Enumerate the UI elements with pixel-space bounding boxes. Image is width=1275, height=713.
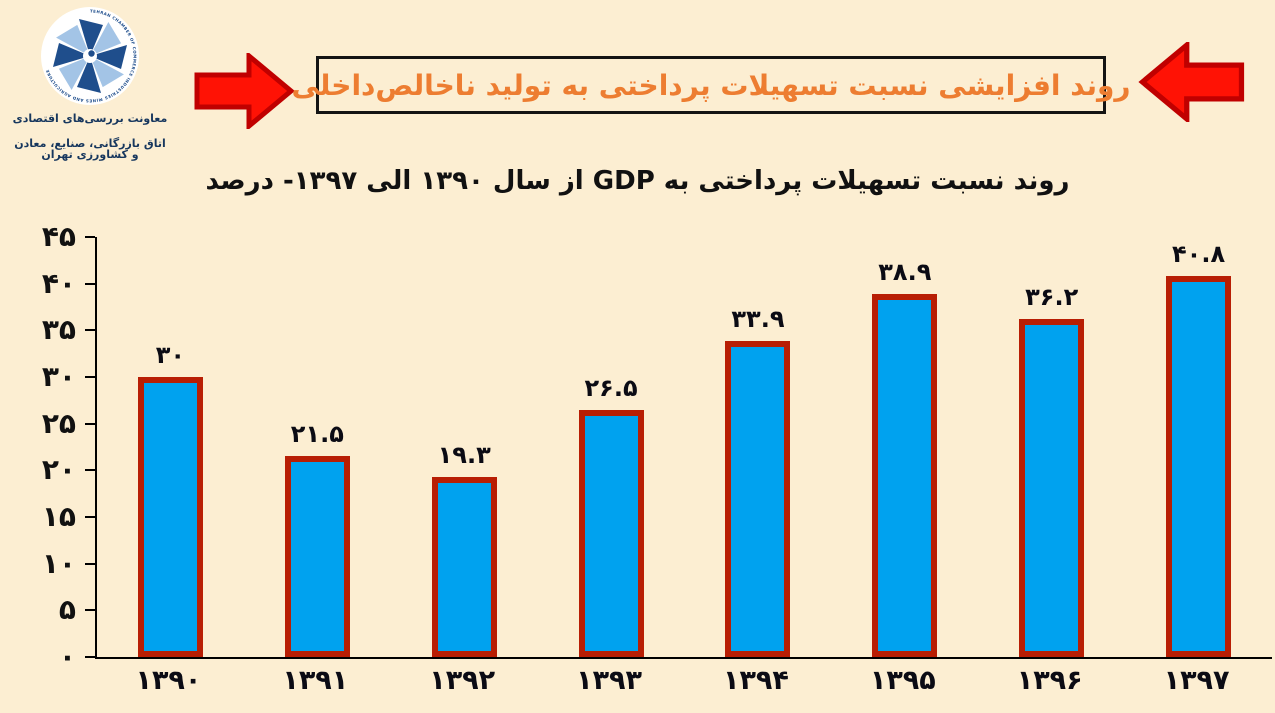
y-axis-tick [85,516,95,518]
bar [137,377,203,657]
y-axis-labels: ۴۵ ۴۰ ۳۵ ۳۰ ۲۵ ۲۰ ۱۵ ۱۰ ۵ ۰ [0,220,76,673]
bar-chart: ۴۵ ۴۰ ۳۵ ۳۰ ۲۵ ۲۰ ۱۵ ۱۰ ۵ ۰ ۳۰ ۲۱.۵ ۱۹.۳ ۲۶.۵ ۳۳.۹ ۳۸.… [0,220,1275,707]
bar-value-label: ۲۱.۵ [290,420,344,449]
y-axis-tick-label: ۱۰ [41,546,76,580]
arrow-left-icon [1138,42,1245,122]
bar-value-label: ۲۶.۵ [584,373,638,402]
x-axis-tick-label: ۱۳۹۳ [576,665,643,696]
y-axis-tick [85,609,95,612]
y-axis-ticks [85,236,95,658]
x-axis-tick-label: ۱۳۹۷ [1163,665,1230,696]
logo: TEHRAN CHAMBER OF COMMERCE INDUSTRIES MI… [12,6,168,161]
y-axis-tick-label: ۴۵ [41,220,76,253]
x-axis-labels: ۱۳۹۰ ۱۳۹۱ ۱۳۹۲ ۱۳۹۳ ۱۳۹۴ ۱۳۹۵ ۱۳۹۶ ۱۳۹۷ [95,661,1270,705]
bar-value-label: ۴۰.۸ [1172,240,1226,269]
bar [1019,319,1085,657]
y-axis-tick [85,656,95,658]
slide-title: روند افزایشی نسبت تسهیلات پرداختی به تول… [291,68,1131,102]
y-axis-tick [85,469,95,472]
bar-value-label: ۱۹.۳ [437,440,491,469]
logo-caption-line-1: معاونت بررسی‌های اقتصادی [12,112,168,125]
x-axis-tick-label: ۱۳۹۵ [869,665,936,696]
arrow-right-icon [194,53,294,129]
bar [725,340,791,657]
y-axis-tick-label: ۲۵ [41,406,76,440]
y-axis-tick-label: ۴۰ [41,266,76,300]
bar-value-label: ۳۸.۹ [878,257,932,286]
x-axis-tick-label: ۱۳۹۱ [282,665,349,696]
y-axis-tick-label: ۵ [58,593,76,627]
bar [872,293,938,657]
bar [578,409,644,657]
x-axis-tick-label: ۱۳۹۲ [429,665,496,696]
x-axis-tick-label: ۱۳۹۰ [135,665,202,696]
bar-value-label: ۳۳.۹ [731,304,785,333]
chamber-logo-icon: TEHRAN CHAMBER OF COMMERCE INDUSTRIES MI… [41,7,139,105]
y-axis-tick-label: ۳۰ [41,360,76,393]
bar-value-label: ۳۰ [155,341,186,369]
bar [284,456,350,657]
y-axis-tick [85,236,95,238]
title-box: روند افزایشی نسبت تسهیلات پرداختی به تول… [292,56,1130,114]
x-axis-tick-label: ۱۳۹۶ [1016,665,1083,696]
y-axis-tick [85,422,95,425]
logo-caption-line-2: اتاق بازرگانی، صنایع، معادن و کشاورزی ته… [14,136,166,162]
plot-area: ۳۰ ۲۱.۵ ۱۹.۳ ۲۶.۵ ۳۳.۹ ۳۸.۹ ۳۶.۲ ۴۰.۸ [95,237,1272,659]
x-axis-tick-label: ۱۳۹۴ [722,665,789,696]
y-axis-tick [85,562,95,565]
bar-value-label: ۳۶.۲ [1025,283,1079,312]
chart-subtitle: روند نسبت تسهیلات پرداختی به GDP از سال … [205,166,1070,196]
y-axis-tick [85,329,95,332]
y-axis-tick-label: ۳۵ [41,313,76,347]
y-axis-tick-label: ۱۵ [41,500,76,533]
y-axis-tick [85,376,95,378]
bar [1166,276,1232,657]
y-axis-tick-label: ۲۰ [41,453,76,487]
y-axis-tick [85,282,95,285]
y-axis-tick-label: ۰ [58,640,76,673]
bar [431,476,497,657]
